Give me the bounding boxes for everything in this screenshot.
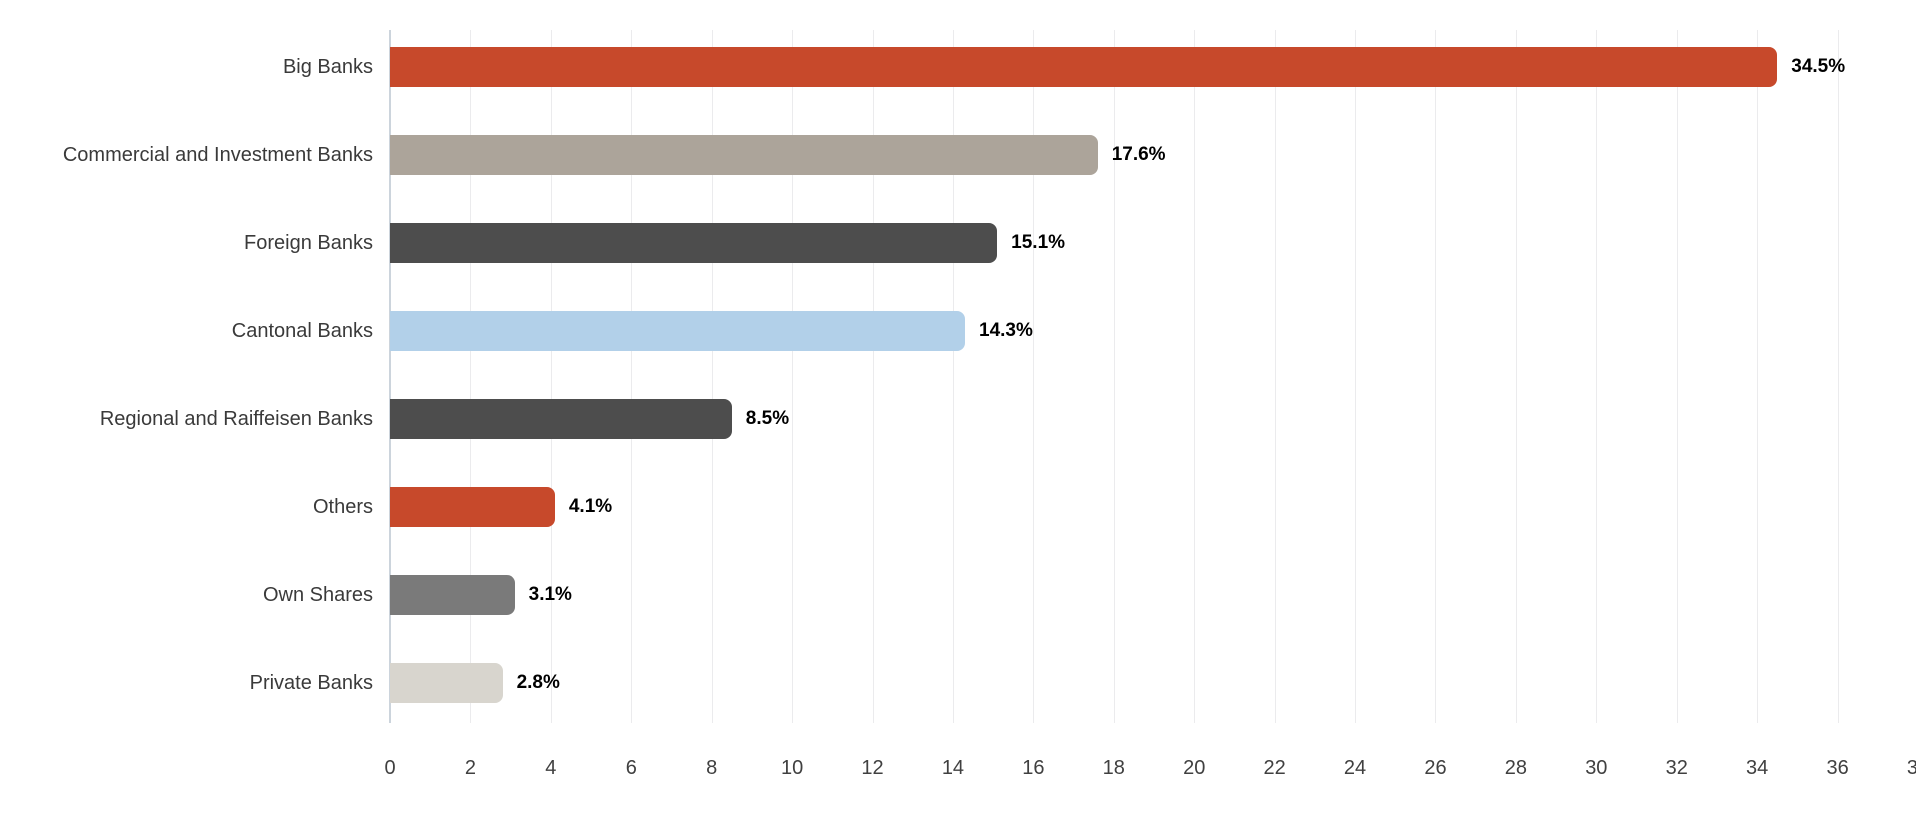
x-tick-label: 28 (1504, 757, 1528, 779)
category-label: Regional and Raiffeisen Banks (99, 408, 373, 430)
gridline (1113, 30, 1115, 723)
value-label: 2.8% (516, 672, 560, 693)
value-label: 15.1% (1011, 232, 1066, 253)
x-tick-label: 34 (1746, 757, 1769, 779)
bar (390, 399, 732, 439)
category-label: Own Shares (262, 584, 373, 606)
x-tick-label: 12 (861, 757, 884, 779)
y-axis-line (389, 30, 391, 723)
bar (390, 311, 965, 351)
gridline (1274, 30, 1276, 723)
x-tick-label: 0 (384, 757, 396, 779)
x-tick-label: 6 (625, 757, 637, 779)
gridline (952, 30, 954, 723)
gridline (550, 30, 552, 723)
category-label: Commercial and Investment Banks (62, 144, 373, 166)
gridline (1194, 30, 1196, 723)
category-label: Cantonal Banks (231, 320, 373, 342)
category-label: Big Banks (282, 56, 373, 78)
bar (390, 47, 1778, 87)
gridline (1435, 30, 1437, 723)
value-label: 4.1% (568, 496, 613, 517)
gridline (1033, 30, 1035, 723)
category-label: Others (312, 496, 373, 518)
x-tick-label: 24 (1343, 757, 1367, 779)
x-tick-label: 38 (1906, 757, 1916, 779)
gridline (1757, 30, 1759, 723)
x-tick-label: 10 (780, 757, 804, 779)
x-tick-label: 8 (706, 757, 718, 779)
gridline (1355, 30, 1357, 723)
category-label: Foreign Banks (244, 232, 373, 254)
gridline (711, 30, 713, 723)
bar (390, 575, 515, 615)
x-tick-label: 18 (1102, 757, 1125, 779)
gridline (1837, 30, 1839, 723)
x-tick-label: 20 (1183, 757, 1206, 779)
value-label: 3.1% (528, 584, 572, 605)
gridline (631, 30, 633, 723)
bar (390, 223, 998, 263)
bar (390, 135, 1098, 175)
x-tick-label: 4 (545, 757, 557, 779)
x-tick-label: 30 (1585, 757, 1608, 779)
bar (390, 487, 555, 527)
value-label: 17.6% (1111, 144, 1166, 165)
gridline (1676, 30, 1678, 723)
value-label: 8.5% (745, 408, 790, 429)
x-tick-label: 14 (941, 757, 965, 779)
x-tick-label: 16 (1022, 757, 1045, 779)
gridline (1515, 30, 1517, 723)
x-tick-label: 26 (1424, 757, 1447, 779)
gridline (872, 30, 874, 723)
gridline (1596, 30, 1598, 723)
x-tick-label: 32 (1665, 757, 1688, 779)
gridline (470, 30, 472, 723)
value-label: 14.3% (979, 320, 1033, 341)
gridline (792, 30, 794, 723)
x-tick-label: 22 (1263, 757, 1286, 779)
value-label: 34.5% (1791, 56, 1846, 77)
x-tick-label: 2 (464, 757, 476, 779)
category-label: Private Banks (249, 672, 373, 694)
x-tick-label: 36 (1826, 757, 1849, 779)
bar (390, 663, 503, 703)
